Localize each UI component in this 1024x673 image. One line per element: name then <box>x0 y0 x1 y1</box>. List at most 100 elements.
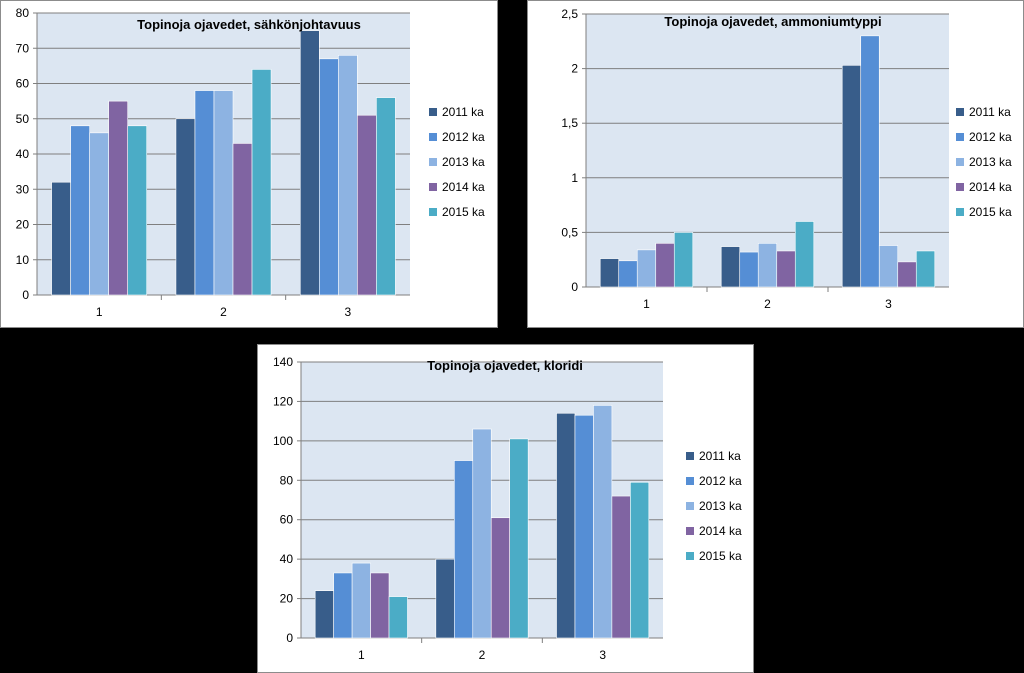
legend-label: 2014 ka <box>699 524 742 538</box>
legend-label: 2012 ka <box>969 130 1012 144</box>
legend-swatch <box>956 208 964 216</box>
y-tick-label: 140 <box>273 355 293 369</box>
y-tick-label: 80 <box>280 473 294 487</box>
bar <box>333 572 353 639</box>
bar <box>351 562 371 639</box>
legend-swatch <box>956 183 964 191</box>
bar <box>655 243 675 288</box>
bar <box>673 232 694 288</box>
bar <box>757 243 778 288</box>
y-tick-label: 40 <box>280 552 294 566</box>
y-tick-label: 30 <box>16 182 30 196</box>
legend-swatch <box>956 108 964 116</box>
x-tick-label: 3 <box>885 297 892 311</box>
legend-swatch <box>429 208 437 216</box>
y-tick-label: 0,5 <box>561 225 578 239</box>
legend-label: 2015 ka <box>969 205 1012 219</box>
y-tick-label: 10 <box>16 253 30 267</box>
x-tick-label: 3 <box>599 648 606 662</box>
legend-swatch <box>686 527 694 535</box>
legend-label: 2011 ka <box>699 449 741 463</box>
legend-label: 2012 ka <box>699 474 742 488</box>
y-tick-label: 2 <box>571 62 578 76</box>
y-tick-label: 60 <box>280 513 294 527</box>
bar <box>175 118 196 296</box>
bar <box>314 590 334 639</box>
legend-label: 2011 ka <box>969 105 1011 119</box>
legend-label: 2014 ka <box>442 180 485 194</box>
bar <box>318 58 339 296</box>
legend-swatch <box>429 183 437 191</box>
bar <box>251 69 272 296</box>
bar <box>127 125 148 296</box>
chart-title: Topinoja ojavedet, kloridi <box>427 358 583 373</box>
bar <box>51 181 71 296</box>
bar <box>860 35 880 288</box>
bar <box>213 90 234 296</box>
bar <box>357 114 377 296</box>
chart-svg: 0 20 40 60 80 100 120 140 1 2 3 Topinoja ojavedet, … <box>273 355 742 662</box>
y-tick-label: 2,5 <box>561 7 578 21</box>
bar <box>338 54 358 296</box>
y-tick-label: 100 <box>273 434 293 448</box>
legend-label: 2012 ka <box>442 130 485 144</box>
bar <box>618 260 638 288</box>
x-tick-label: 2 <box>220 305 227 319</box>
x-tick-label: 1 <box>96 305 103 319</box>
bar <box>454 460 474 639</box>
y-tick-label: 40 <box>16 147 30 161</box>
bar <box>70 125 90 296</box>
legend-swatch <box>429 133 437 141</box>
bar <box>878 245 899 288</box>
bar <box>897 261 917 288</box>
bar <box>435 558 455 639</box>
bar <box>794 221 815 288</box>
chart-panel-kloridi: 0 20 40 60 80 100 120 140 1 2 3 Topinoja ojavedet, … <box>257 344 754 673</box>
y-tick-label: 120 <box>273 394 293 408</box>
legend-label: 2013 ka <box>969 155 1012 169</box>
y-tick-label: 1,5 <box>561 116 578 130</box>
y-tick-label: 60 <box>16 77 30 91</box>
x-tick-label: 1 <box>358 648 365 662</box>
bar <box>720 246 741 288</box>
bar <box>299 30 320 296</box>
legend-swatch <box>686 552 694 560</box>
bar <box>509 438 529 639</box>
bar <box>574 414 594 639</box>
bar <box>490 517 510 639</box>
legend-swatch <box>956 133 964 141</box>
y-tick-label: 1 <box>571 171 578 185</box>
x-tick-label: 2 <box>479 648 486 662</box>
bar <box>599 258 620 288</box>
x-tick-label: 2 <box>764 297 771 311</box>
bar <box>630 481 650 639</box>
bar <box>915 250 936 288</box>
chart-panel-sahkonjohtavuus: 0 10 20 30 40 50 60 70 80 1 2 3 Topinoja ojavedet, s… <box>0 0 498 328</box>
y-tick-label: 80 <box>16 6 30 20</box>
bar <box>739 251 759 288</box>
bar <box>636 249 657 288</box>
chart-title: Topinoja ojavedet, ammoniumtyppi <box>664 14 881 29</box>
bar <box>194 90 215 296</box>
bar <box>376 97 396 296</box>
legend-swatch <box>686 452 694 460</box>
legend-label: 2015 ka <box>699 549 742 563</box>
y-tick-label: 0 <box>286 631 293 645</box>
chart-svg: 0 10 20 30 40 50 60 70 80 1 2 3 Topinoja ojavedet, s… <box>16 6 485 319</box>
legend-label: 2013 ka <box>442 155 485 169</box>
legend-label: 2014 ka <box>969 180 1012 194</box>
x-tick-label: 3 <box>344 305 351 319</box>
y-tick-label: 0 <box>22 288 29 302</box>
y-tick-label: 0 <box>571 280 578 294</box>
plot-area <box>586 14 949 287</box>
bar <box>841 65 862 288</box>
bar <box>593 405 613 639</box>
legend-swatch <box>686 502 694 510</box>
legend-label: 2015 ka <box>442 205 485 219</box>
bar <box>388 596 408 639</box>
y-tick-label: 20 <box>16 218 30 232</box>
chart-svg: 0 0,5 1 1,5 2 2,5 1 2 3 Topinoja ojavedet, ammoni… <box>561 7 1012 311</box>
legend-label: 2013 ka <box>699 499 742 513</box>
y-tick-label: 20 <box>280 592 294 606</box>
bar <box>108 100 129 296</box>
